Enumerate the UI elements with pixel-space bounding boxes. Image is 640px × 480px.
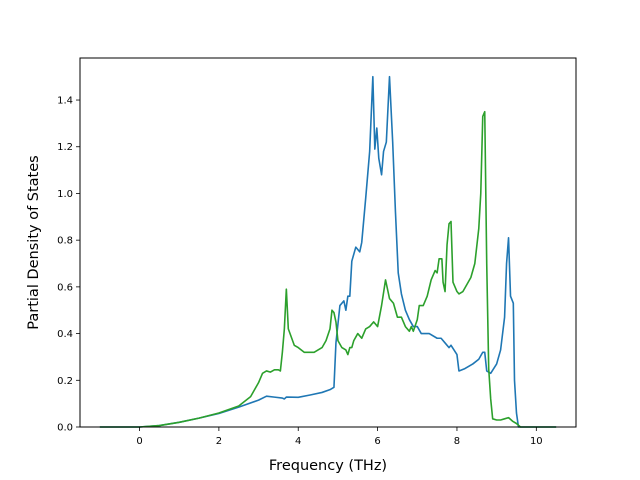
y-tick-label: 0.2 bbox=[57, 376, 73, 387]
x-tick-label: 10 bbox=[530, 436, 543, 447]
y-tick-label: 0.6 bbox=[57, 282, 73, 293]
y-tick-label: 1.4 bbox=[57, 96, 73, 107]
x-axis-ticks: 0 2 4 6 8 10 bbox=[136, 427, 543, 447]
y-tick-label: 1.0 bbox=[57, 189, 73, 200]
x-tick-label: 4 bbox=[295, 436, 301, 447]
series-line-2 bbox=[99, 110, 557, 428]
y-tick-label: 1.2 bbox=[57, 142, 73, 153]
x-axis-label: Frequency (THz) bbox=[269, 458, 387, 474]
plot-frame bbox=[79, 57, 577, 428]
series-line-1 bbox=[99, 75, 557, 428]
y-tick-label: 0.8 bbox=[57, 236, 73, 247]
y-axis-ticks: 0.0 0.2 0.4 0.6 0.8 1.0 1.2 1.4 bbox=[57, 96, 80, 434]
x-tick-label: 8 bbox=[454, 436, 460, 447]
x-tick-label: 0 bbox=[136, 436, 142, 447]
y-tick-label: 0.4 bbox=[57, 329, 73, 340]
x-tick-label: 2 bbox=[216, 436, 222, 447]
series-layer bbox=[99, 75, 557, 428]
y-axis-label: Partial Density of States bbox=[26, 155, 42, 329]
y-tick-label: 0.0 bbox=[57, 423, 73, 434]
x-tick-label: 6 bbox=[374, 436, 380, 447]
plot-area bbox=[80, 58, 576, 427]
